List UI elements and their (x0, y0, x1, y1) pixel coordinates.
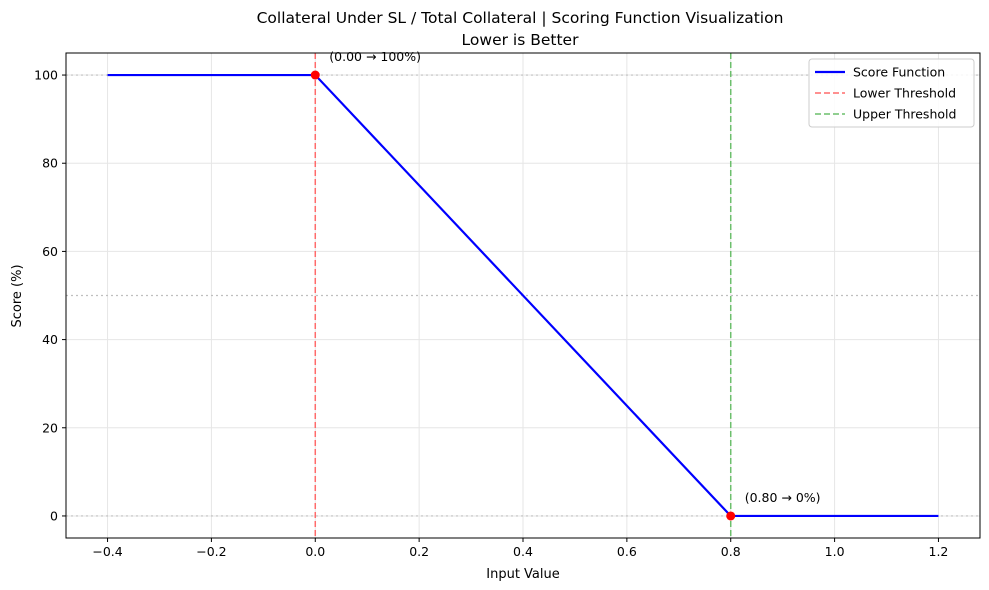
key-points: (0.00 → 100%) (0.80 → 0%) (310, 49, 821, 521)
x-tick-label: 1.2 (929, 544, 949, 559)
score-function-line (107, 73, 939, 518)
y-tick-label: 20 (42, 420, 58, 435)
key-point-annotation: (0.00 → 100%) (329, 49, 421, 64)
y-tick-label: 60 (42, 244, 58, 259)
x-tick-label: 0.4 (513, 544, 533, 559)
x-tick-label: −0.4 (92, 544, 122, 559)
key-point-marker (310, 70, 320, 80)
y-tick-label: 100 (34, 68, 58, 83)
x-tick-label: 0.6 (617, 544, 637, 559)
legend: Score Function Lower Threshold Upper Thr… (808, 58, 975, 128)
x-axis-ticks: −0.4 −0.2 0.0 0.2 0.4 0.6 0.8 1.0 1.2 (92, 538, 948, 559)
chart-subtitle: Lower is Better (462, 31, 580, 49)
x-tick-label: 0.0 (305, 544, 325, 559)
y-axis-ticks: 0 20 40 60 80 100 (34, 68, 66, 523)
chart-title: Collateral Under SL / Total Collateral |… (257, 9, 784, 27)
key-point-annotation: (0.80 → 0%) (745, 490, 821, 505)
legend-label-score-function: Score Function (853, 65, 945, 80)
x-tick-label: 1.0 (825, 544, 845, 559)
x-axis-label: Input Value (486, 567, 560, 582)
y-axis-label: Score (%) (10, 264, 25, 327)
key-point-marker (726, 511, 736, 521)
legend-label-lower-threshold: Lower Threshold (853, 86, 956, 101)
y-tick-label: 40 (42, 332, 58, 347)
y-tick-label: 0 (50, 508, 58, 523)
x-tick-label: 0.2 (409, 544, 429, 559)
x-tick-label: 0.8 (721, 544, 741, 559)
y-tick-label: 80 (42, 156, 58, 171)
series-layer (107, 73, 939, 518)
legend-label-upper-threshold: Upper Threshold (853, 107, 956, 122)
legend-box (808, 58, 975, 128)
x-tick-label: −0.2 (196, 544, 226, 559)
